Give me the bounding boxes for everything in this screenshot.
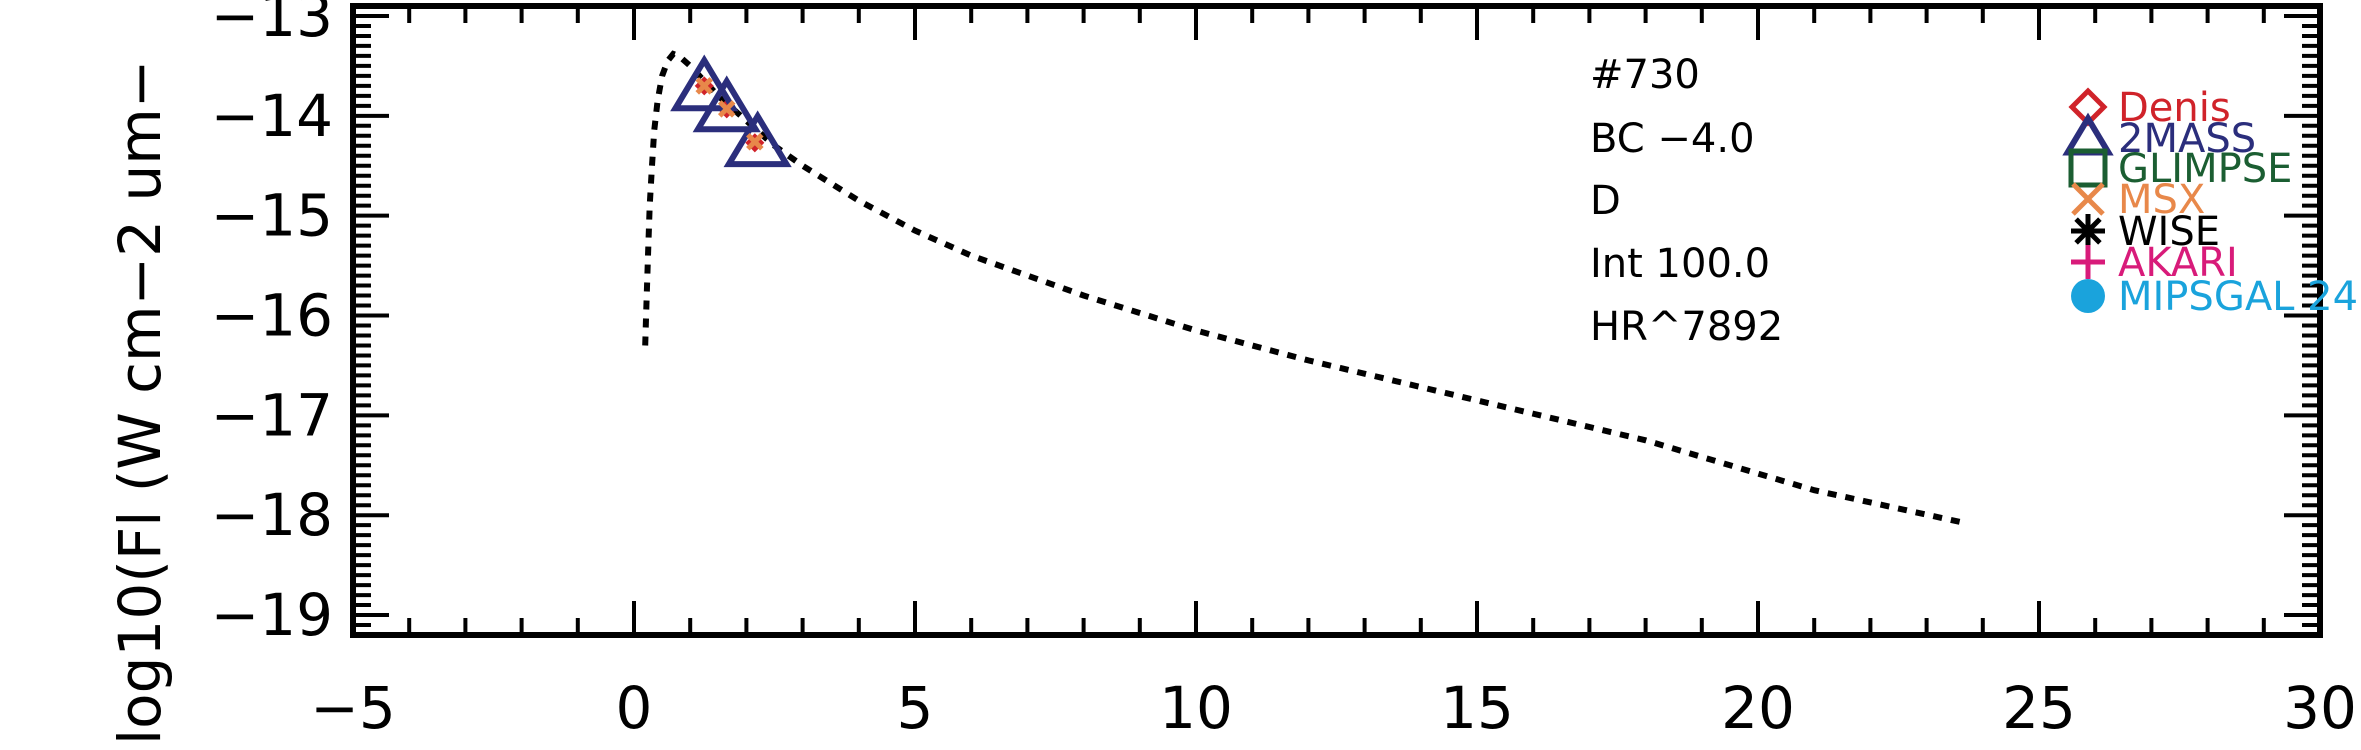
point-2mass xyxy=(692,75,761,133)
x-axis: −5 0 5 10 15 20 25 30 xyxy=(310,6,2357,742)
annotation-line: HR^7892 xyxy=(1590,304,1783,350)
x-tick-label: 25 xyxy=(2002,674,2076,742)
point-msx xyxy=(717,100,736,118)
model-curve-group xyxy=(642,50,1967,527)
plot-border xyxy=(350,3,2323,638)
y-tick-label: −18 xyxy=(211,481,333,549)
y-tick-label: −16 xyxy=(211,282,333,350)
point-msx-stroke xyxy=(746,133,764,151)
annotation-line: Int 100.0 xyxy=(1590,241,1770,287)
y-axis-title: log10(Fl (W cm−2 um− xyxy=(106,60,174,745)
x-tick-label: −5 xyxy=(310,674,396,742)
legend-label-akari: AKARI xyxy=(2118,240,2238,286)
annotation-line: BC −4.0 xyxy=(1590,116,1755,162)
legend-label-msx: MSX xyxy=(2118,177,2205,223)
legend-marker-akari xyxy=(2071,245,2105,279)
legend-marker-wise xyxy=(2071,214,2105,248)
legend-marker-msx-stroke xyxy=(2071,182,2105,216)
x-tick-label: 5 xyxy=(897,674,934,742)
x-tick-label: 20 xyxy=(1721,674,1795,742)
x-tick-label: 15 xyxy=(1440,674,1514,742)
legend-marker-glimpse xyxy=(2068,148,2108,188)
y-tick-label: −13 xyxy=(211,0,333,50)
y-tick-label: −14 xyxy=(211,82,333,150)
legend-label-2mass: 2MASS xyxy=(2118,116,2256,162)
x-tick-label: 10 xyxy=(1159,674,1233,742)
point-2mass xyxy=(723,110,792,168)
plot-frame xyxy=(350,3,2323,638)
x-tick-label: 30 xyxy=(2283,674,2357,742)
data-points xyxy=(670,54,792,168)
y-tick-label: −15 xyxy=(211,182,333,250)
annotation-line: #730 xyxy=(1590,52,1700,98)
y-tick-label: −19 xyxy=(211,581,333,649)
legend-label-denis: Denis xyxy=(2118,85,2231,131)
point-msx xyxy=(746,133,764,151)
point-msx-stroke xyxy=(717,100,736,118)
x-tick-label: 0 xyxy=(616,674,653,742)
y-axis: −19 −18 −17 −16 −15 −14 −13 xyxy=(211,0,2320,649)
annotations: #730 BC −4.0 D Int 100.0 HR^7892 xyxy=(1590,52,1783,350)
point-msx xyxy=(695,77,714,95)
point-2mass xyxy=(670,54,739,112)
legend-marker-mipsgal-24 xyxy=(2071,279,2105,313)
y-tick-label: −17 xyxy=(211,381,333,449)
legend-label-wise: WISE xyxy=(2118,209,2220,255)
model-curve xyxy=(642,50,1967,527)
legend-label-glimpse: GLIMPSE xyxy=(2118,146,2292,192)
annotation-line: D xyxy=(1590,178,1621,224)
legend-marker-wise-stroke xyxy=(2074,217,2102,245)
legend-marker-msx xyxy=(2071,182,2105,216)
legend-marker-2mass xyxy=(2062,112,2114,156)
legend-label-mipsgal-24: MIPSGAL 24 xyxy=(2118,274,2358,320)
point-msx-stroke xyxy=(695,77,714,95)
